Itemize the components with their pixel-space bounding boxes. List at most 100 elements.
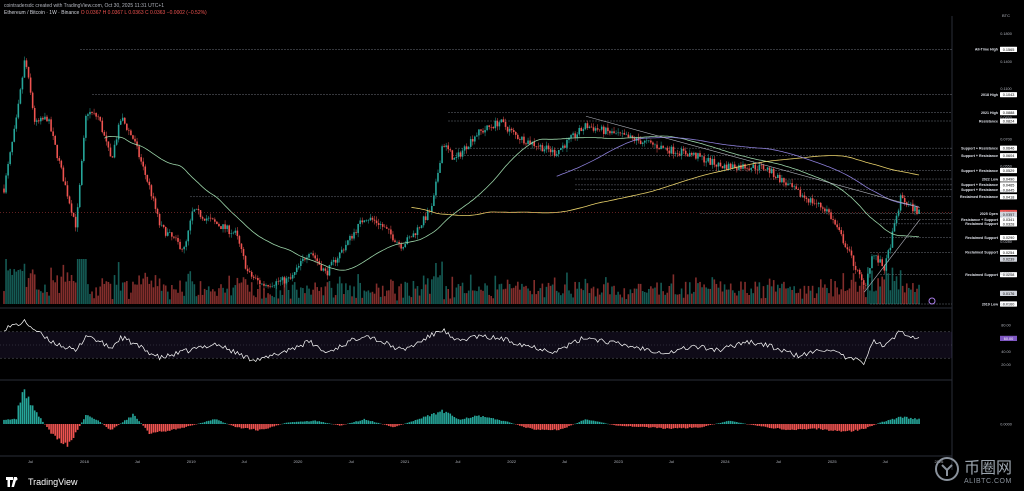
candle[interactable]	[103, 130, 106, 136]
candle[interactable]	[901, 192, 904, 199]
candle[interactable]	[650, 139, 652, 145]
candle[interactable]	[545, 141, 548, 153]
candle[interactable]	[510, 127, 513, 134]
candle[interactable]	[715, 164, 718, 172]
candle[interactable]	[189, 218, 192, 235]
candle[interactable]	[562, 142, 564, 152]
candle[interactable]	[709, 156, 712, 166]
candle[interactable]	[195, 208, 198, 210]
candle[interactable]	[856, 269, 859, 273]
candle[interactable]	[719, 159, 722, 168]
candle[interactable]	[72, 212, 75, 218]
candle[interactable]	[209, 213, 212, 222]
candle[interactable]	[111, 155, 114, 158]
candle[interactable]	[521, 136, 523, 143]
candle[interactable]	[89, 108, 91, 119]
candle[interactable]	[244, 254, 247, 270]
candle[interactable]	[531, 140, 533, 149]
candle[interactable]	[293, 271, 296, 279]
candle[interactable]	[109, 143, 112, 157]
candle[interactable]	[512, 127, 515, 135]
candle[interactable]	[465, 143, 468, 154]
candle[interactable]	[582, 127, 585, 135]
candle[interactable]	[396, 240, 398, 244]
candle[interactable]	[795, 183, 798, 190]
candle[interactable]	[897, 208, 900, 218]
candle[interactable]	[703, 153, 705, 167]
candle[interactable]	[220, 225, 222, 230]
candle[interactable]	[744, 163, 746, 171]
candle[interactable]	[832, 215, 834, 224]
candle[interactable]	[361, 217, 364, 225]
candle[interactable]	[785, 179, 787, 188]
candle[interactable]	[164, 226, 167, 238]
candle[interactable]	[359, 217, 361, 228]
candle[interactable]	[453, 157, 456, 160]
candle[interactable]	[480, 129, 482, 135]
candle[interactable]	[242, 246, 245, 260]
candle[interactable]	[805, 196, 808, 203]
candle[interactable]	[29, 73, 32, 95]
candle[interactable]	[285, 275, 288, 285]
candle[interactable]	[838, 223, 841, 232]
candle[interactable]	[535, 145, 538, 151]
candle[interactable]	[377, 218, 380, 230]
candle[interactable]	[295, 264, 298, 275]
candle[interactable]	[762, 163, 765, 172]
candle[interactable]	[824, 207, 826, 214]
candle[interactable]	[553, 147, 556, 158]
candle[interactable]	[154, 196, 157, 213]
candle[interactable]	[383, 224, 386, 228]
candle[interactable]	[912, 199, 914, 215]
candle[interactable]	[791, 179, 793, 189]
candle[interactable]	[261, 283, 263, 286]
candle[interactable]	[300, 258, 302, 271]
candle[interactable]	[813, 199, 816, 206]
candle[interactable]	[635, 136, 638, 145]
candle[interactable]	[885, 254, 888, 272]
candle[interactable]	[66, 180, 69, 200]
candle[interactable]	[474, 135, 476, 145]
candle[interactable]	[119, 118, 122, 125]
candle[interactable]	[596, 124, 599, 132]
candle[interactable]	[875, 254, 877, 261]
candle[interactable]	[21, 76, 24, 94]
candle[interactable]	[197, 205, 200, 215]
candle[interactable]	[250, 270, 253, 280]
candle[interactable]	[682, 145, 685, 155]
candle[interactable]	[406, 234, 409, 245]
candle[interactable]	[854, 261, 857, 274]
candle[interactable]	[860, 272, 863, 282]
candle[interactable]	[144, 164, 147, 180]
candle[interactable]	[699, 150, 701, 157]
candle[interactable]	[455, 152, 458, 163]
candle[interactable]	[357, 223, 359, 238]
candle[interactable]	[62, 165, 65, 182]
candle[interactable]	[138, 144, 140, 160]
candle[interactable]	[179, 239, 181, 250]
candle[interactable]	[310, 252, 312, 255]
candle[interactable]	[324, 267, 327, 274]
candle[interactable]	[60, 159, 63, 170]
candle[interactable]	[779, 172, 781, 184]
candle[interactable]	[367, 219, 370, 224]
candle[interactable]	[670, 144, 673, 155]
candle[interactable]	[877, 253, 879, 266]
candle[interactable]	[121, 113, 124, 122]
candle[interactable]	[199, 210, 202, 220]
candle[interactable]	[693, 151, 695, 157]
candle[interactable]	[566, 137, 568, 153]
trend-line[interactable]	[864, 219, 920, 293]
candle[interactable]	[789, 179, 791, 185]
candle[interactable]	[216, 221, 218, 225]
candle[interactable]	[201, 215, 204, 221]
candle[interactable]	[572, 131, 574, 138]
candle[interactable]	[797, 187, 800, 190]
candle[interactable]	[684, 147, 687, 157]
candle[interactable]	[257, 275, 259, 285]
candle[interactable]	[615, 130, 617, 135]
candle[interactable]	[412, 230, 415, 238]
candle[interactable]	[289, 273, 292, 280]
candle[interactable]	[363, 220, 366, 223]
candle[interactable]	[809, 196, 812, 206]
